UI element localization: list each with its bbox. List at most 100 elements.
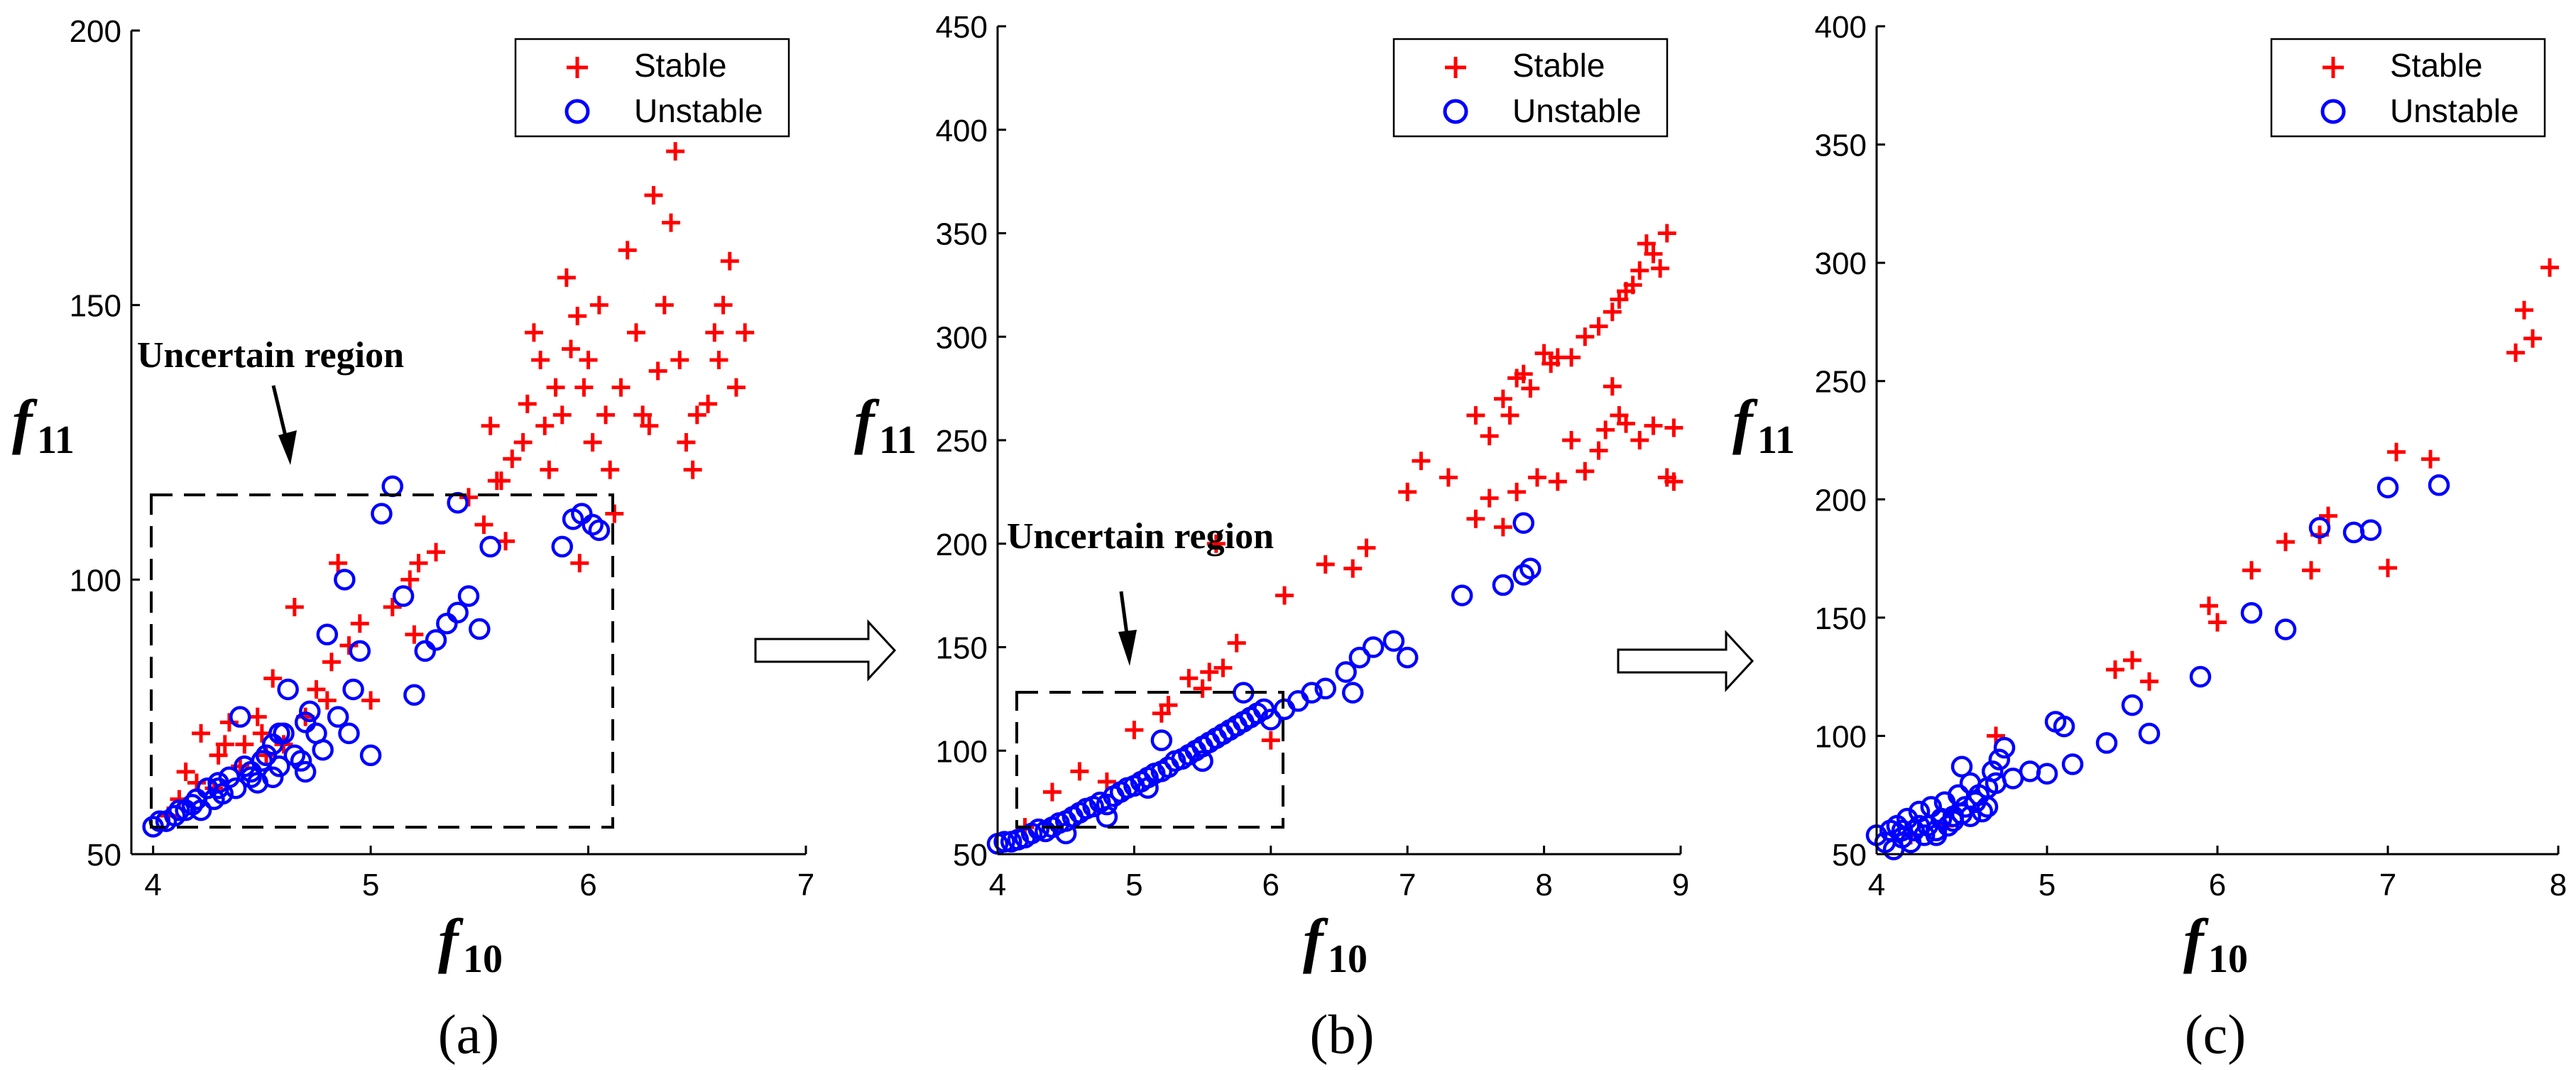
stable-point: [579, 351, 598, 369]
y-tick-label: 50: [1832, 838, 1867, 873]
x-tick-label: 4: [1868, 868, 1885, 902]
unstable-point: [1396, 646, 1419, 669]
unstable-point: [371, 503, 393, 525]
unstable-point: [1382, 630, 1405, 653]
y-label-sub-b: 11: [879, 418, 917, 462]
unstable-point: [338, 722, 360, 745]
stable-point: [655, 295, 674, 315]
stable-point: [1412, 452, 1431, 471]
y-axis-label-a: f 11: [12, 387, 75, 462]
uncertain-region-annotation-b: Uncertain region: [1007, 516, 1284, 829]
stable-point: [1159, 696, 1178, 715]
stable-point: [1651, 259, 1670, 278]
y-tick-label: 250: [1815, 365, 1867, 400]
stable-point: [574, 378, 594, 397]
stable-point: [736, 323, 755, 342]
stable-point: [518, 394, 537, 413]
plot-area-b: [986, 224, 1683, 855]
plot-area-c: [1865, 258, 2559, 861]
stable-point: [546, 378, 565, 397]
unstable-point: [1971, 800, 1994, 823]
stable-point: [1657, 224, 1676, 243]
x-tick-label: 6: [1262, 868, 1279, 902]
unstable-point: [2095, 732, 2118, 754]
unstable-point: [447, 601, 469, 623]
x-tick-label: 4: [989, 868, 1006, 902]
unstable-point: [392, 585, 415, 607]
unstable-point: [229, 706, 251, 728]
y-tick-label: 100: [70, 563, 121, 598]
stable-point: [552, 405, 572, 425]
stable-point: [531, 351, 550, 369]
y-tick-label: 400: [1815, 10, 1867, 45]
panel-label-c: (c): [2185, 1003, 2247, 1065]
x-tick-label: 8: [2550, 868, 2567, 902]
y-label-sub-a: 11: [37, 418, 75, 462]
legend-box-b: [1392, 38, 1669, 138]
legend-label-stable: Stable: [634, 47, 726, 84]
legend-label-unstable: Unstable: [1512, 92, 1642, 129]
unstable-point: [164, 804, 186, 827]
x-tick-label: 9: [1672, 868, 1689, 902]
y-tick-label: 250: [936, 424, 988, 459]
unstable-point: [1451, 584, 1473, 606]
stable-point: [720, 251, 739, 271]
stable-point: [640, 416, 659, 435]
stable-point: [2515, 300, 2533, 320]
uncertain-region-box-a: [150, 493, 614, 829]
stable-point: [1206, 534, 1226, 553]
unstable-point: [588, 519, 611, 541]
stable-point: [540, 460, 559, 479]
legend-marker-unstable: [564, 99, 590, 124]
stable-point: [1637, 234, 1656, 253]
stable-point: [513, 433, 533, 452]
unstable-point: [2428, 474, 2450, 496]
x-axis-label-b: f 10: [1303, 906, 1368, 981]
unstable-point: [290, 750, 312, 772]
stable-point: [570, 554, 589, 573]
unstable-point: [294, 711, 317, 733]
stable-point: [1576, 462, 1595, 481]
plot-area-a: [142, 142, 755, 838]
x-tick-label: 5: [2039, 868, 2056, 902]
stable-point: [361, 691, 381, 710]
unstable-point: [218, 766, 241, 788]
unstable-point: [185, 788, 208, 810]
chart-panel-a: 4 5 6 7 50 100 150 200 Stable Unstable Uncertai…: [12, 14, 814, 1065]
stable-point: [1527, 468, 1546, 487]
unstable-point: [1287, 690, 1309, 712]
stable-point: [1644, 244, 1663, 263]
transition-arrow-1: [754, 619, 897, 682]
y-tick-label: 200: [1815, 483, 1867, 518]
unstable-point: [1150, 729, 1173, 751]
uncertain-region-annotation-a: Uncertain region: [137, 335, 614, 829]
unstable-point: [436, 612, 458, 635]
stable-point: [2540, 258, 2559, 277]
unstable-point: [2036, 763, 2058, 785]
stable-point: [1534, 344, 1554, 363]
legend-c: Stable Unstable: [2270, 38, 2546, 138]
unstable-point: [1512, 512, 1534, 534]
unstable-point: [2189, 665, 2212, 688]
stable-point: [714, 295, 733, 315]
stable-point: [2140, 672, 2159, 691]
stable-point: [1316, 555, 1335, 574]
unstable-point: [1908, 814, 1931, 837]
unstable-point: [255, 744, 278, 767]
stable-point: [1439, 468, 1458, 487]
stable-point: [503, 449, 522, 469]
stable-point: [1664, 418, 1683, 437]
ticks-b: 4 5 6 7 8 9 50 100 150 200 250 300 350 400 450: [936, 10, 1690, 902]
unstable-point: [414, 640, 436, 662]
unstable-point: [403, 684, 425, 706]
stable-point: [1630, 261, 1649, 280]
unstable-point: [1314, 677, 1337, 700]
unstable-point: [240, 766, 262, 788]
unstable-point: [551, 535, 574, 558]
stable-point: [1507, 482, 1527, 501]
unstable-point: [261, 766, 284, 788]
stable-point: [1179, 669, 1199, 688]
y-label-base-c: f: [1732, 387, 1758, 455]
uncertain-region-box-b: [1015, 691, 1284, 829]
stable-point: [2123, 650, 2141, 670]
